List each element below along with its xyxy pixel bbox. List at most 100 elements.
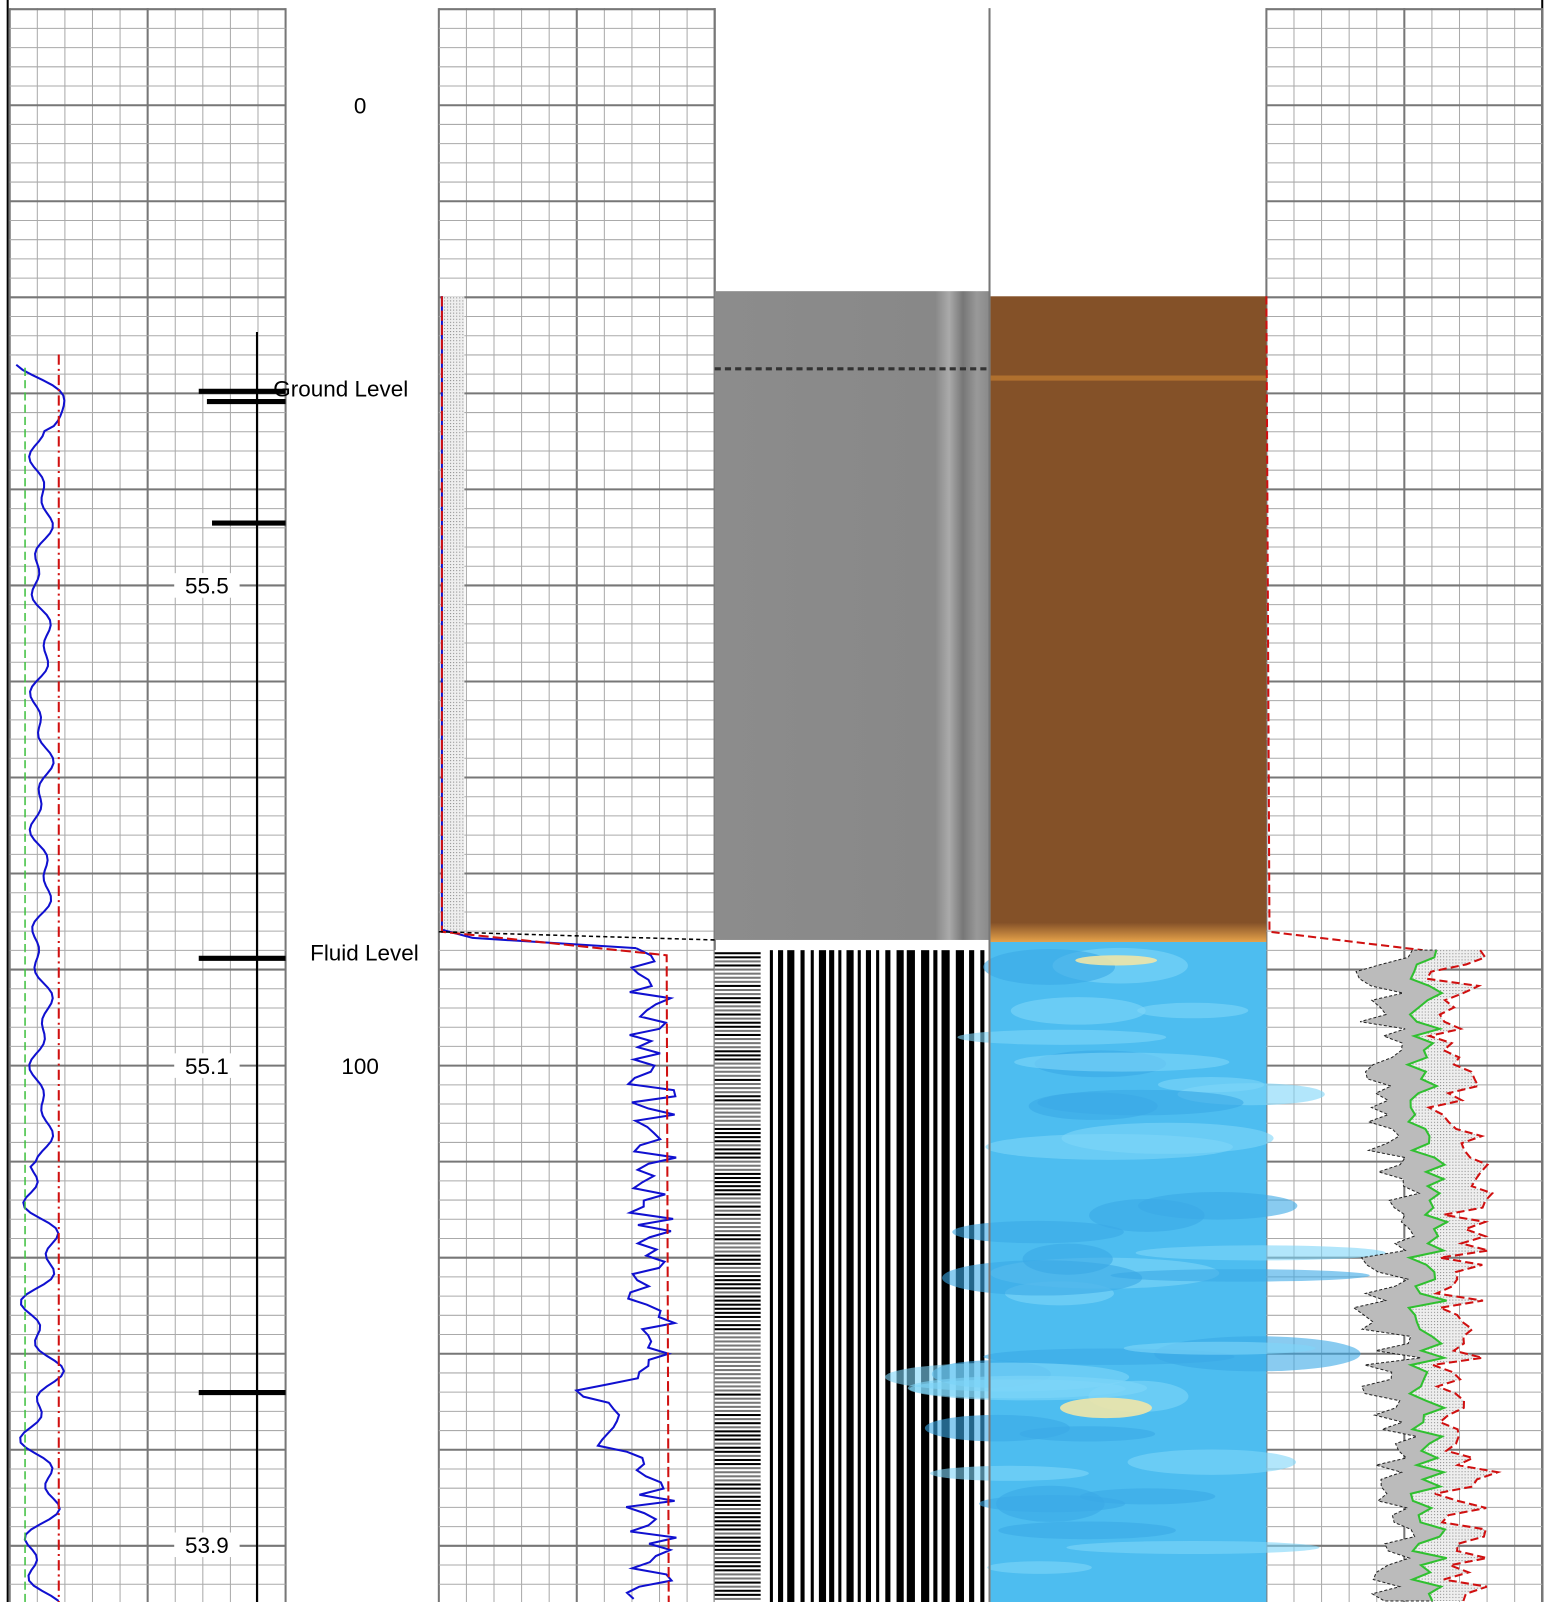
stripe: [714, 1315, 761, 1318]
stripe: [714, 1585, 761, 1588]
stripe: [714, 1589, 761, 1592]
stripe: [714, 1062, 761, 1065]
stripe: [714, 1279, 761, 1282]
stripe: [800, 950, 805, 1602]
stripe: [714, 993, 761, 996]
stripe: [714, 1205, 761, 1208]
stripe: [714, 1320, 761, 1323]
stripe: [787, 950, 795, 1602]
stripe: [714, 1172, 761, 1175]
stripe: [714, 1156, 761, 1159]
stripe: [714, 1050, 761, 1053]
stripe: [714, 1385, 761, 1388]
stripe: [714, 1160, 761, 1163]
stripe: [714, 1046, 761, 1049]
stripe: [714, 964, 761, 967]
stripe: [714, 1324, 761, 1327]
stripe: [714, 1311, 761, 1314]
stripe: [714, 1095, 761, 1098]
stripe: [714, 1569, 761, 1572]
stripe: [714, 1074, 761, 1077]
stripe: [714, 1185, 761, 1188]
stripe: [714, 968, 761, 971]
annotation: Ground Level: [273, 376, 408, 401]
stripe: [714, 1009, 761, 1012]
stripe: [714, 1021, 761, 1024]
stripe: [714, 1426, 761, 1429]
stripe: [846, 950, 854, 1602]
stripe: [714, 984, 761, 987]
curves: [15, 296, 1502, 1602]
stripe: [714, 1414, 761, 1417]
stripe: [714, 1430, 761, 1433]
stripe: [714, 1356, 761, 1359]
stripe: [714, 1352, 761, 1355]
stripe: [714, 1495, 761, 1498]
stripe: [714, 1393, 761, 1396]
stripes: [714, 950, 985, 1602]
stripe: [714, 1593, 761, 1596]
stripe: [714, 1548, 761, 1551]
stripe: [714, 1377, 761, 1380]
stripe: [714, 1381, 761, 1384]
stripe: [714, 1336, 761, 1339]
stripe: [714, 1503, 761, 1506]
blob: [1137, 1002, 1249, 1019]
stripe: [714, 1299, 761, 1302]
fill-area: [441, 296, 465, 930]
blob: [1075, 955, 1158, 966]
blob: [987, 1561, 1092, 1574]
stripe: [769, 950, 773, 1602]
stripe: [876, 950, 880, 1602]
stripe: [714, 1266, 761, 1269]
stripe: [714, 1164, 761, 1167]
stripe: [714, 960, 761, 963]
stripe: [714, 1287, 761, 1290]
stripe: [714, 1389, 761, 1392]
stripe: [714, 1552, 761, 1556]
stripe: [714, 1512, 761, 1515]
stripe: [714, 1070, 761, 1073]
stripe: [714, 1246, 761, 1249]
label-bg: [174, 1532, 240, 1558]
stripe: [714, 1209, 761, 1212]
log-curve: [1265, 296, 1423, 952]
stripe: [714, 1213, 761, 1216]
stripe: [714, 1487, 761, 1490]
blob: [1110, 1269, 1370, 1282]
stripe: [714, 1303, 761, 1306]
stripe: [714, 1115, 761, 1118]
stripe: [714, 1291, 761, 1294]
image-tracks: [714, 8, 1386, 1602]
stripe: [714, 1401, 761, 1404]
stripe: [714, 1226, 761, 1229]
stripe: [714, 1491, 761, 1494]
stripe: [714, 1561, 761, 1564]
stripe: [714, 1140, 761, 1143]
blob: [924, 1414, 1070, 1442]
stripe: [714, 1132, 761, 1135]
stripe: [714, 1234, 761, 1237]
stripe: [714, 1091, 761, 1094]
stripe: [714, 1082, 761, 1086]
stripe: [714, 1217, 761, 1220]
stripe: [714, 1136, 761, 1139]
stripe: [714, 1463, 761, 1466]
stripe: [714, 1409, 761, 1412]
stripe: [714, 1454, 761, 1457]
stripe: [906, 950, 915, 1602]
stripe: [714, 1348, 761, 1351]
stripe: [714, 1258, 761, 1261]
label-bg: [174, 1053, 240, 1078]
stripe: [714, 1033, 761, 1036]
stripe: [714, 988, 761, 992]
stripe: [714, 1467, 761, 1470]
blob: [1123, 1341, 1316, 1355]
stripe: [714, 1471, 761, 1474]
blob: [1127, 1449, 1296, 1475]
stripe: [714, 1123, 761, 1126]
stripe: [714, 1017, 761, 1020]
blob: [930, 1465, 1089, 1481]
depth-scale-label: 55.1: [185, 1054, 229, 1079]
